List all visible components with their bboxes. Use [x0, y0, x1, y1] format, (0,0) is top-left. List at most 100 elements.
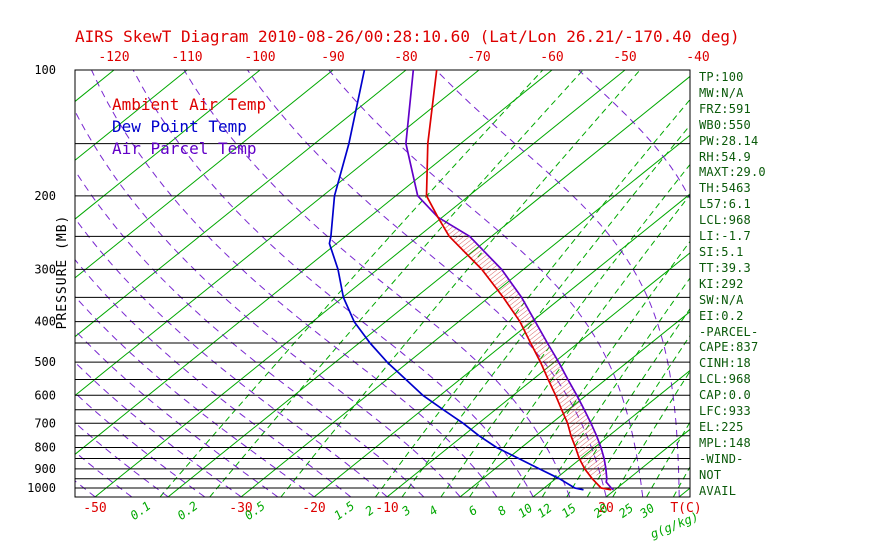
pressure-tick: 700	[34, 416, 56, 430]
chart-legend: Ambient Air Temp Dew Point Temp Air Parc…	[112, 94, 266, 160]
chart-title: AIRS SkewT Diagram 2010-08-26/00:28:10.6…	[75, 27, 740, 46]
mixing-ratio-line	[612, 370, 690, 497]
stats-line: WB0:550	[699, 117, 751, 132]
mixing-ratio-tick: 8	[495, 503, 509, 519]
mixing-ratio-line	[541, 277, 690, 497]
pressure-tick: 300	[34, 262, 56, 276]
isotherm-line	[386, 252, 690, 497]
moist-adiabat-line	[75, 480, 96, 497]
isotherm-line	[75, 70, 553, 455]
bottom-temp-tick: -50	[83, 501, 106, 516]
stats-line: CINH:18	[699, 356, 751, 371]
mixing-ratio-tick: 0.2	[175, 499, 201, 523]
moist-adiabat-line	[75, 169, 425, 497]
isotherm-line	[459, 311, 690, 497]
mixing-ratio-tick: 20	[591, 501, 611, 521]
mixing-ratio-tick: 30	[636, 501, 657, 521]
cape-hatch-region	[437, 217, 607, 476]
isotherm-line	[75, 70, 188, 161]
top-temp-tick: -50	[613, 50, 636, 65]
top-temp-tick: -110	[171, 50, 202, 65]
ambient-temp-curve	[425, 70, 612, 491]
isotherm-line	[75, 70, 261, 220]
stats-line: PW:28.14	[699, 133, 759, 148]
sounding-curves	[328, 70, 615, 491]
isotherm-line	[313, 193, 690, 497]
dew-point-curve	[328, 70, 584, 491]
moist-adiabat-line	[75, 329, 278, 497]
stats-line: TT:39.3	[699, 260, 751, 275]
stats-line: -PARCEL-	[699, 324, 759, 339]
moist-adiabat-line	[435, 70, 680, 497]
mixing-ratio-tick: 1.5	[331, 499, 357, 523]
moist-adiabat-line	[75, 217, 388, 497]
plot-frame	[74, 69, 691, 498]
temp-unit-label: T(C)	[670, 501, 701, 516]
moist-adiabat-line	[328, 70, 644, 497]
mixing-ratio-tick: 4	[426, 503, 440, 519]
stats-line: KI:292	[699, 276, 744, 291]
moist-adiabat-line	[0, 70, 22, 497]
mixing-ratio-tick: 6	[466, 503, 480, 519]
isotherm-line	[75, 70, 334, 279]
stats-line: LCL:968	[699, 372, 751, 387]
mixing-ratio-line	[375, 98, 690, 497]
stats-line: RH:54.9	[699, 149, 751, 164]
mixing-ratio-line	[469, 193, 690, 497]
moist-adiabat-line	[75, 258, 352, 497]
bottom-temp-tick: -10	[375, 501, 398, 516]
pressure-grid	[74, 69, 691, 498]
mixing-ratio-tick: 12	[535, 501, 555, 521]
top-temp-tick: -40	[686, 50, 709, 65]
top-temp-tick: -90	[321, 50, 344, 65]
air-parcel-curve	[405, 70, 615, 491]
stats-line: MPL:148	[699, 435, 751, 450]
stats-line: LCL:968	[699, 213, 751, 228]
moist-adiabat-line	[91, 70, 498, 497]
legend-dew-point-temp: Dew Point Temp	[112, 117, 247, 136]
stats-panel: TP:100 MW:N/A FRZ:591 WB0:550 PW:28.14 RH:54.…	[699, 70, 766, 499]
pressure-tick: 100	[34, 63, 56, 77]
mixing-ratio-line	[511, 240, 690, 497]
moist-adiabat-line	[247, 70, 607, 497]
top-temp-tick: -80	[394, 50, 417, 65]
bottom-temp-tick: 20	[598, 501, 614, 516]
pressure-tick: 400	[34, 315, 56, 329]
moist-adiabat-line	[75, 110, 461, 497]
mixing-ratio-tick: 15	[559, 501, 579, 521]
moist-adiabat-line	[75, 422, 169, 497]
moist-adiabat-line	[183, 70, 571, 497]
moist-adiabat-line	[75, 451, 133, 497]
legend-ambient-air-temp: Ambient Air Temp	[112, 95, 267, 114]
top-temp-tick: -60	[540, 50, 563, 65]
isotherm-line	[532, 369, 690, 497]
mixing-ratio-line	[159, 70, 544, 497]
stats-line: EL:225	[699, 419, 744, 434]
isotherm-line	[75, 70, 480, 397]
stats-line: AVAIL	[699, 483, 737, 498]
stats-line: MAXT:29.0	[699, 165, 766, 180]
stats-line: MW:N/A	[699, 85, 744, 100]
stats-line: TH:5463	[699, 181, 751, 196]
mixing-ratio-line	[401, 124, 690, 497]
isotherm-line	[75, 70, 407, 338]
pressure-tick: 200	[34, 189, 56, 203]
mixing-ratio-line	[646, 421, 690, 497]
legend-air-parcel-temp: Air Parcel Temp	[112, 139, 257, 158]
stats-line: EI:0.2	[699, 308, 744, 323]
mixing-ratio-line	[440, 163, 690, 497]
isotherm-line	[0, 70, 41, 497]
top-temp-tick: -120	[98, 50, 129, 65]
isotherm-line	[94, 70, 626, 497]
top-temp-tick: -100	[244, 50, 275, 65]
stats-line: LI:-1.7	[699, 229, 751, 244]
stats-line: CAPE:837	[699, 340, 759, 355]
top-temp-tick: -70	[467, 50, 490, 65]
moist-adiabat-line	[75, 295, 315, 497]
pressure-axis-title: PRESSURE (MB)	[55, 215, 70, 330]
mixing-ratio-line	[209, 70, 584, 497]
mixing-ratio-tick: 25	[616, 501, 636, 521]
stats-line: SW:N/A	[699, 292, 744, 307]
